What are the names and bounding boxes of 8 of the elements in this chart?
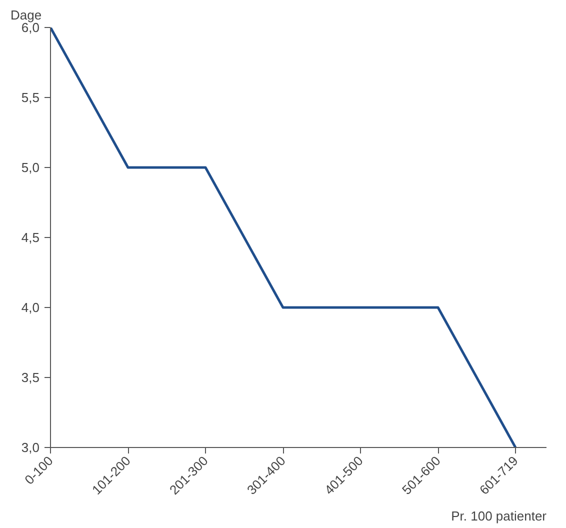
y-axis-title: Dage	[10, 8, 42, 22]
y-tick-label: 4,0	[21, 300, 40, 315]
y-tick-label: 3,5	[21, 370, 40, 385]
y-tick-label: 3,0	[21, 440, 40, 455]
x-axis-title: Pr. 100 patienter	[451, 508, 548, 524]
y-tick-label: 5,5	[21, 90, 40, 105]
y-tick-label: 5,0	[21, 160, 40, 175]
y-tick-label: 4,5	[21, 230, 40, 245]
